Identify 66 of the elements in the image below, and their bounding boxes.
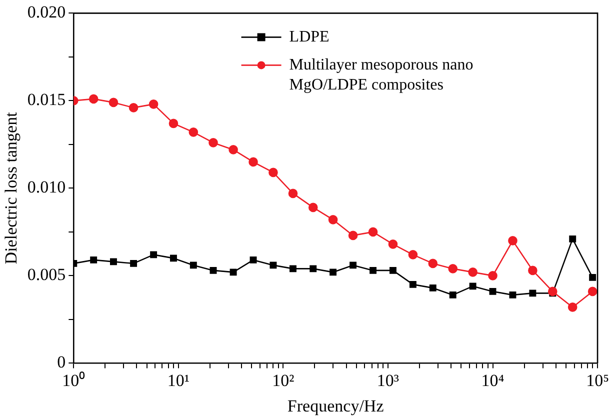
point	[230, 268, 237, 276]
point	[508, 236, 518, 246]
point	[469, 282, 476, 290]
point	[328, 215, 338, 224]
point	[409, 280, 416, 288]
point	[468, 268, 478, 277]
x-tick-label: 10⁰	[62, 370, 86, 390]
point	[448, 264, 458, 274]
point	[348, 230, 358, 240]
point	[130, 260, 138, 267]
y-tick-label: 0.020	[27, 2, 66, 22]
point	[370, 266, 377, 274]
point	[529, 290, 536, 297]
point	[250, 256, 257, 264]
point	[310, 265, 317, 272]
y-tick-label: 0.010	[27, 178, 66, 197]
point	[408, 250, 418, 260]
x-tick-label: 10⁴	[481, 370, 504, 390]
point	[489, 288, 496, 295]
point	[488, 271, 498, 280]
point	[170, 254, 177, 262]
legend-label: Multilayer mesoporous nano MgO/LDPE composites	[289, 56, 474, 94]
y-axis-title: Dielectric loss tangent	[2, 112, 21, 264]
x-tick-label: 10³	[376, 370, 400, 390]
point	[388, 240, 398, 249]
point	[208, 138, 218, 148]
y-tick-label: 0.015	[27, 90, 66, 110]
point	[268, 168, 278, 178]
point	[190, 262, 197, 269]
point	[148, 100, 158, 109]
point	[429, 284, 436, 292]
point	[368, 227, 378, 237]
point	[288, 188, 298, 198]
point	[110, 258, 117, 266]
point	[330, 268, 337, 276]
y-tick-label: 0	[57, 352, 66, 372]
point	[509, 291, 516, 298]
point	[390, 266, 396, 274]
point	[210, 266, 217, 274]
point	[128, 103, 138, 112]
point	[449, 291, 456, 298]
point	[150, 251, 158, 258]
x-tick-label: 10²	[272, 370, 294, 390]
point	[548, 286, 558, 296]
point	[168, 118, 178, 128]
point	[188, 128, 198, 137]
point	[228, 145, 238, 154]
point	[108, 98, 118, 108]
point	[90, 256, 98, 264]
x-tick-label: 10¹	[167, 370, 190, 390]
x-tick-label: 10⁵	[586, 370, 610, 390]
point	[428, 258, 438, 268]
legend-label: LDPE	[289, 28, 330, 46]
y-tick-label: 0.005	[27, 265, 66, 284]
point	[88, 94, 98, 104]
point	[308, 202, 318, 212]
point	[528, 266, 538, 276]
point	[589, 274, 596, 281]
point	[290, 265, 296, 272]
point	[248, 157, 258, 167]
point	[270, 262, 277, 269]
x-axis-title: Frequency/Hz	[287, 396, 384, 416]
point	[588, 286, 598, 296]
point	[568, 302, 578, 312]
point	[569, 235, 576, 242]
point	[350, 262, 357, 269]
